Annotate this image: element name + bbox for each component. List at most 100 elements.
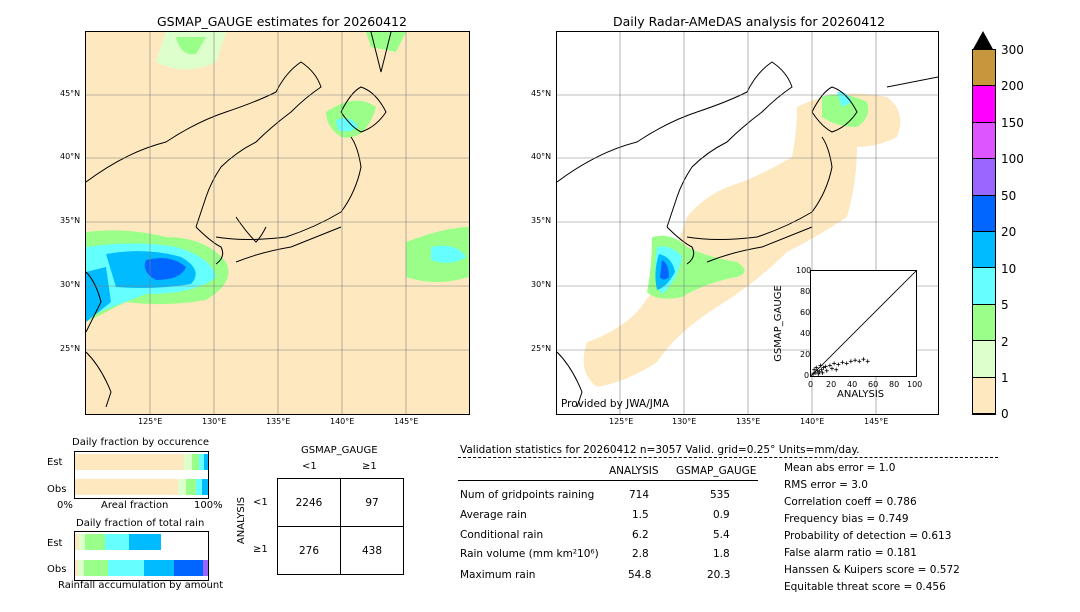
scatter-ytick: 40 [800, 329, 811, 338]
stat-label: Num of gridpoints raining [460, 489, 595, 501]
validation-divider [458, 457, 998, 458]
colorbar-segment [973, 232, 995, 269]
scatter-xtick: 60 [868, 380, 879, 389]
stat-gsmap: 0.9 [713, 509, 730, 521]
contingency-row-label: <1 [253, 497, 268, 508]
occurrence-bar-est [75, 454, 208, 470]
stat-gsmap: 1.8 [713, 548, 730, 560]
scatter-xtick: 20 [826, 380, 837, 389]
stat-analysis: 6.2 [632, 529, 649, 541]
left-lat-label: 45°N [60, 89, 81, 98]
colorbar-label: 50 [1001, 189, 1017, 203]
right-lat-label: 30°N [531, 280, 552, 289]
contingency-col-label: ≥1 [362, 461, 377, 472]
colorbar-label: 2 [1001, 335, 1009, 349]
left-lat-label: 25°N [60, 344, 81, 353]
occurrence-axis-min: 0% [57, 500, 73, 511]
stat-label: Conditional rain [460, 529, 544, 541]
occurrence-title: Daily fraction by occurence [72, 437, 210, 448]
score-line: RMS error = 3.0 [784, 479, 868, 491]
contingency-cell: 438 [340, 526, 404, 575]
contingency-cell: 97 [340, 478, 404, 527]
colorbar-label: 1 [1001, 371, 1009, 385]
right-lat-label: 25°N [531, 344, 552, 353]
scatter-xtick: 100 [907, 380, 923, 389]
left-lon-label: 145°E [394, 417, 419, 426]
colorbar-segment [973, 341, 995, 378]
colorbar-segment [973, 268, 995, 305]
contingency-cell: 2246 [277, 478, 341, 527]
contingency-cell: 276 [277, 526, 341, 575]
left-lon-label: 140°E [330, 417, 355, 426]
right-lon-label: 130°E [672, 417, 697, 426]
colorbar-label: 300 [1001, 43, 1024, 57]
occurrence-bar-obs [75, 479, 208, 495]
colorbar-segment [973, 50, 995, 87]
colorbar-segment [973, 159, 995, 196]
stat-gsmap: 535 [710, 489, 731, 501]
colorbar-label: 20 [1001, 225, 1017, 239]
contingency-col-header: GSMAP_GAUGE [301, 445, 378, 456]
stat-label: Rain volume (mm km²10⁶) [460, 548, 599, 560]
validation-header: Validation statistics for 20260412 n=305… [460, 444, 860, 456]
contingency-row-label: ≥1 [253, 544, 268, 555]
stat-label: Average rain [460, 509, 527, 521]
total-rain-row-label: Obs [47, 564, 67, 575]
colorbar-segment [973, 122, 995, 160]
left-lon-label: 135°E [266, 417, 291, 426]
right-map-canvas [557, 32, 938, 414]
validation-col-header: GSMAP_GAUGE [676, 465, 757, 477]
scatter-plot [810, 270, 917, 377]
colorbar-label: 5 [1001, 298, 1009, 312]
score-line: Mean abs error = 1.0 [784, 462, 896, 474]
left-map [85, 31, 470, 415]
right-lon-label: 135°E [736, 417, 761, 426]
score-line: False alarm ratio = 0.181 [784, 547, 917, 559]
score-line: Probability of detection = 0.613 [784, 530, 952, 542]
right-lon-label: 140°E [800, 417, 825, 426]
left-lat-label: 30°N [60, 280, 81, 289]
left-map-canvas [86, 32, 469, 414]
contingency-table: 2246 97 276 438 [277, 478, 404, 575]
scatter-ytick: 0 [804, 371, 810, 380]
scatter-xtick: 40 [847, 380, 858, 389]
score-line: Correlation coeff = 0.786 [784, 496, 917, 508]
colorbar-segment [973, 195, 995, 232]
left-lon-label: 125°E [138, 417, 163, 426]
occurrence-axis-label: Areal fraction [101, 500, 169, 511]
scatter-ytick: 20 [800, 350, 811, 359]
stat-analysis: 54.8 [628, 569, 652, 581]
occurrence-row-label: Obs [47, 484, 67, 495]
left-lat-label: 35°N [60, 216, 81, 225]
stat-gsmap: 5.4 [713, 529, 730, 541]
scatter-canvas [810, 270, 917, 377]
occurrence-chart [74, 451, 209, 499]
colorbar-label: 0 [1001, 407, 1009, 421]
scatter-xlabel: ANALYSIS [837, 389, 885, 400]
data-credit: Provided by JWA/JMA [561, 398, 670, 410]
scatter-ytick: 100 [796, 266, 812, 275]
colorbar-segment [973, 86, 995, 123]
left-lon-label: 130°E [202, 417, 227, 426]
stat-analysis: 1.5 [632, 509, 649, 521]
colorbar-label: 100 [1001, 152, 1024, 166]
validation-rule [458, 480, 758, 481]
stat-analysis: 2.8 [632, 548, 649, 560]
colorbar-label: 10 [1001, 262, 1017, 276]
right-lon-label: 125°E [609, 417, 634, 426]
right-lat-label: 45°N [531, 89, 552, 98]
total-rain-bar-est [75, 534, 161, 550]
scatter-ytick: 80 [800, 287, 811, 296]
total-rain-chart [74, 531, 209, 581]
colorbar [972, 49, 996, 415]
total-rain-xlabel: Rainfall accumulation by amount [58, 580, 224, 591]
right-lat-label: 35°N [531, 216, 552, 225]
right-lon-label: 145°E [864, 417, 889, 426]
score-line: Equitable threat score = 0.456 [784, 581, 946, 593]
occurrence-axis-max: 100% [194, 500, 223, 511]
scatter-xtick: 0 [808, 380, 814, 389]
stat-analysis: 714 [629, 489, 650, 501]
contingency-row-header: ANALYSIS [236, 496, 248, 545]
scatter-ylabel: GSMAP_GAUGE [772, 285, 784, 362]
colorbar-arrow [972, 31, 994, 51]
